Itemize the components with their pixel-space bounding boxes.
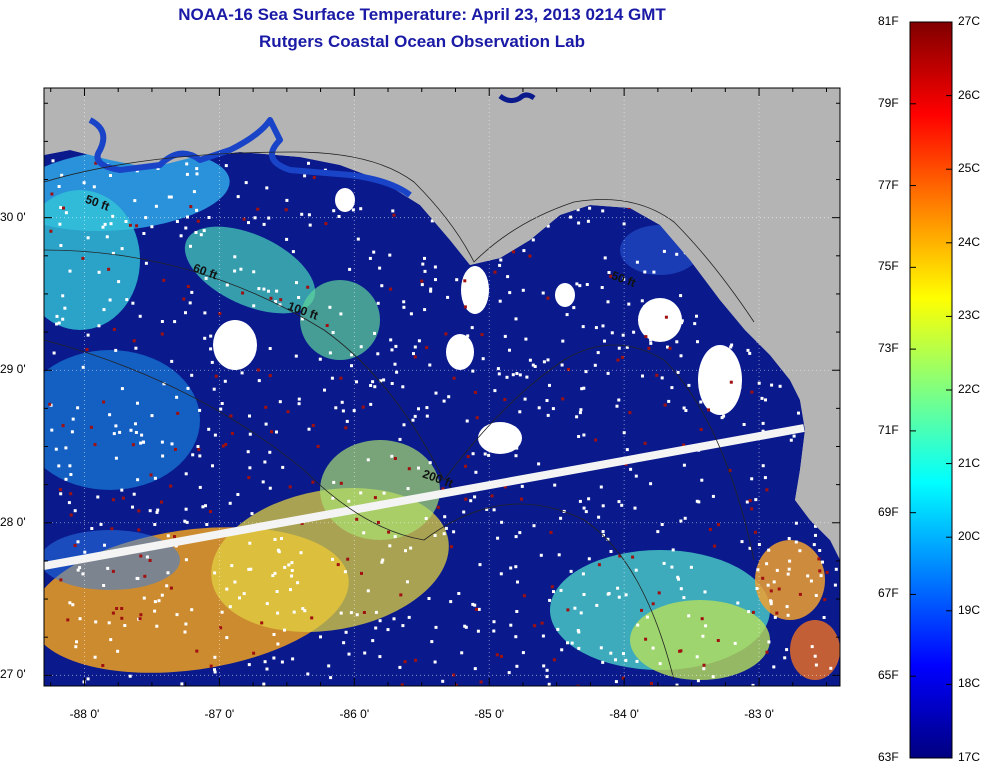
lon-tick-label: -87 0' <box>204 707 235 721</box>
colorbar-f-label: 63F <box>878 750 899 764</box>
colorbar-c-label: 24C <box>958 234 981 249</box>
colorbar-f-label: 75F <box>878 259 899 274</box>
colorbar-c-label: 26C <box>958 87 981 102</box>
lon-tick-label: -83 0' <box>744 707 774 721</box>
cloud-patch-7 <box>555 283 575 307</box>
colorbar-c-label: 27C <box>958 14 981 28</box>
colorbar-f-label: 69F <box>878 504 899 519</box>
cloud-patch-6 <box>335 188 355 212</box>
colorbar-f-label: 77F <box>878 177 899 192</box>
contour-200ft <box>44 339 675 681</box>
panhandle-land <box>44 88 840 430</box>
colorbar-f-label: 79F <box>878 95 899 110</box>
warm-intrusion <box>320 440 440 540</box>
map-subtitle: Rutgers Coastal Ocean Observation Lab <box>259 32 585 51</box>
lon-tick-label: -88 0' <box>69 707 100 721</box>
lon-tick-label: -85 0' <box>474 707 505 721</box>
contour-50ft <box>44 151 755 323</box>
colorbar-f-label: 71F <box>878 422 899 437</box>
colorbar-f-label: 67F <box>878 586 899 601</box>
cloud-patch-4 <box>698 345 742 415</box>
contour-100ft <box>44 249 755 561</box>
colorbar-c-label: 20C <box>958 529 981 544</box>
shelf-water-patch-1 <box>184 226 316 314</box>
lat-tick-label: 30 0' <box>0 209 26 224</box>
lat-tick-label: 29 0' <box>0 362 26 377</box>
cloud-patch-5 <box>638 298 682 342</box>
florida-peninsula-land <box>795 430 840 540</box>
map-frame <box>43 87 841 687</box>
cloud-patch-1 <box>213 320 257 370</box>
colorbar-c-label: 19C <box>958 602 981 617</box>
colorbar-f-label: 65F <box>878 668 899 683</box>
southern-warm-patch <box>630 600 770 680</box>
western-shelf-water <box>44 190 140 330</box>
colorbar-c-label: 17C <box>958 750 981 764</box>
colorbar-c-label: 23C <box>958 308 981 323</box>
colorbar-c-label: 22C <box>958 382 981 396</box>
coastal-bays <box>88 117 412 198</box>
colorbar-f-label: 73F <box>878 341 899 356</box>
colorbar-c-label: 18C <box>958 676 981 691</box>
colorbar-c-label: 25C <box>958 161 981 176</box>
satellite-swath-gap <box>44 424 805 570</box>
lon-tick-label: -84 0' <box>609 707 639 721</box>
coastal-warm-patch-south <box>755 540 825 620</box>
map-title: NOAA-16 Sea Surface Temperature: April 2… <box>178 5 666 24</box>
colorbar-f-label: 81F <box>878 14 899 28</box>
mid-shelf-patch <box>44 350 200 490</box>
colorbar-c-label: 21C <box>958 455 981 470</box>
colorbar <box>909 21 953 759</box>
shelf-water-patch-2 <box>300 280 380 360</box>
inland-lake <box>498 92 536 104</box>
coastal-hot-patch <box>790 620 840 680</box>
cloud-patch-3 <box>446 334 474 370</box>
lon-tick-label: -86 0' <box>339 707 370 721</box>
lat-tick-label: 27 0' <box>0 667 26 682</box>
cloud-patch-8 <box>461 266 489 314</box>
lat-tick-label: 28 0' <box>0 514 26 529</box>
